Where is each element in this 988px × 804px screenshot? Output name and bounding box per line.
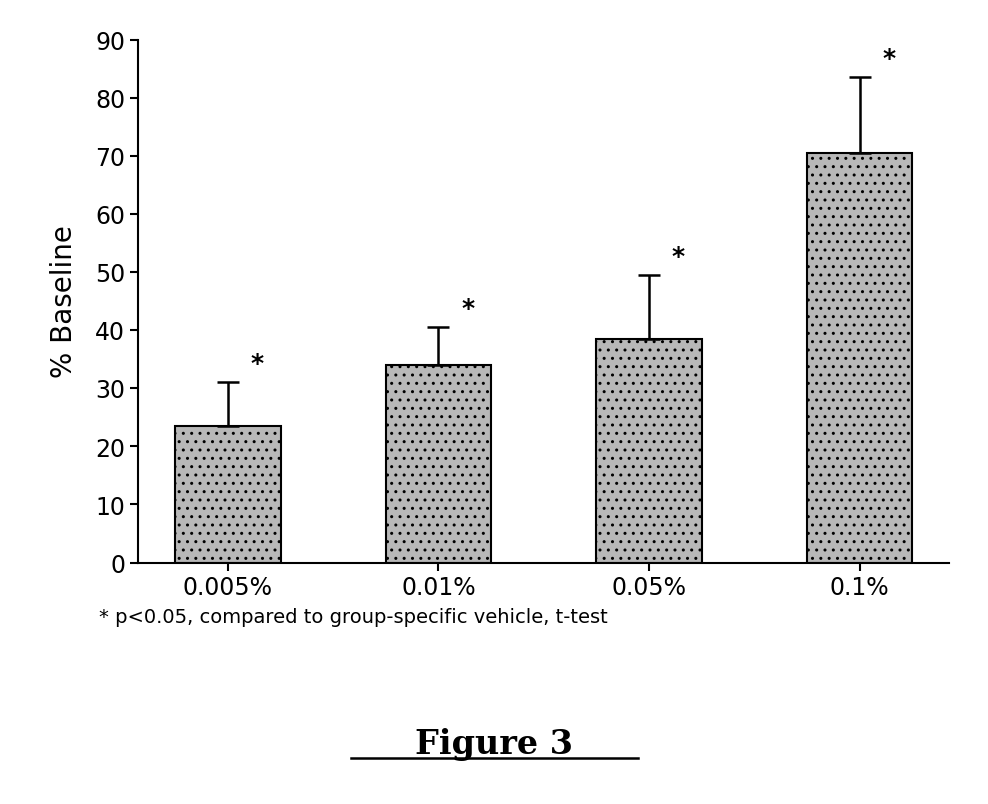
Text: Figure 3: Figure 3 [415,727,573,761]
Text: *: * [882,47,895,71]
Bar [385,365,491,563]
Bar [596,339,701,563]
Text: *: * [672,244,685,269]
Bar [175,426,281,563]
Bar [806,154,912,563]
Text: *: * [461,297,474,321]
Y-axis label: % Baseline: % Baseline [50,225,78,378]
Text: * p<0.05, compared to group-specific vehicle, t-test: * p<0.05, compared to group-specific veh… [99,607,608,626]
Text: *: * [251,352,264,375]
